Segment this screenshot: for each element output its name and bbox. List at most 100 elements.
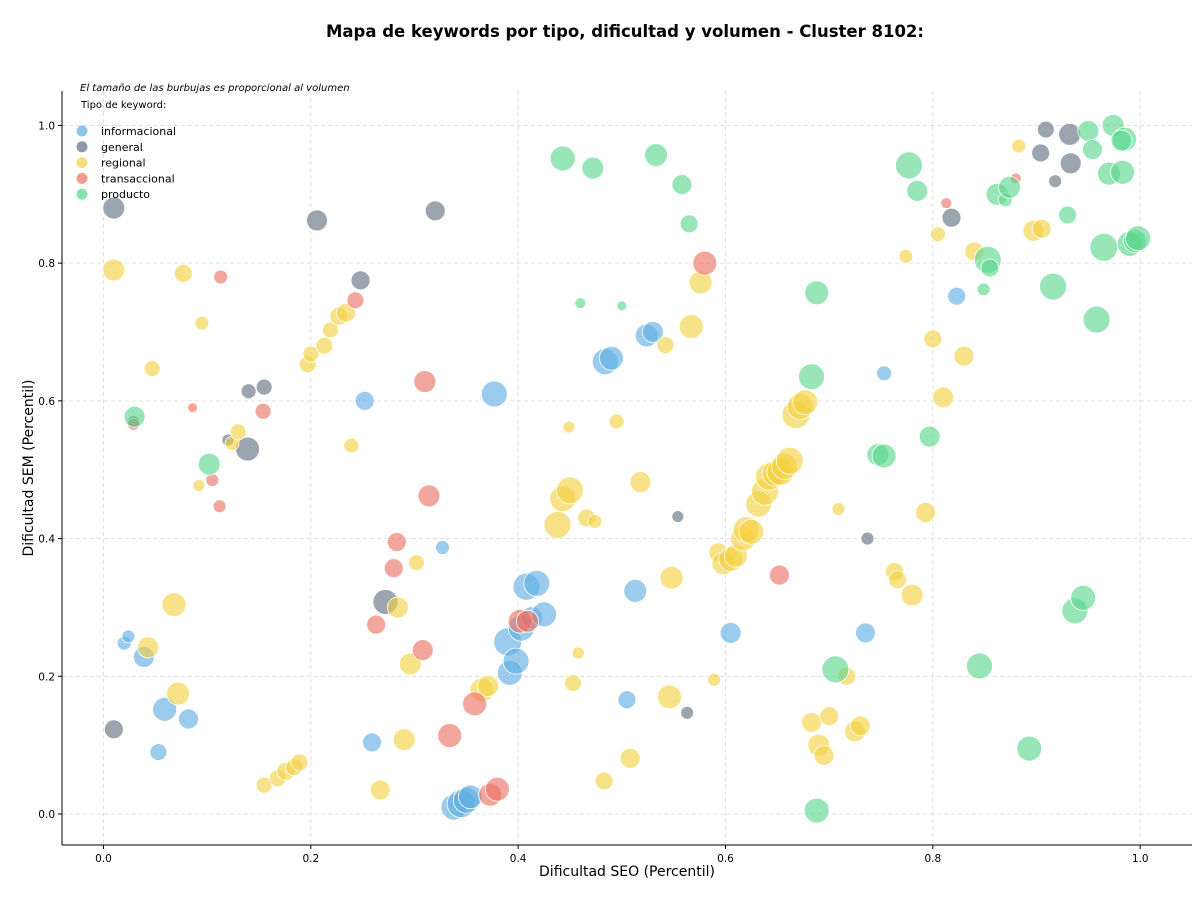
legend-marker-informacional: [76, 125, 88, 137]
x-tick-label: 1.0: [1132, 853, 1149, 865]
bubble-informacional: [947, 286, 967, 306]
legend-label-transaccional: transaccional: [101, 172, 175, 185]
bubble-regional: [556, 476, 584, 505]
bubble-regional: [336, 302, 356, 323]
bubble-regional: [813, 745, 835, 766]
x-tick-label: 0.8: [924, 853, 941, 865]
bubble-regional: [915, 502, 936, 523]
bubble-regional: [659, 565, 684, 590]
bubble-informacional: [178, 708, 199, 730]
bubble-producto: [123, 405, 146, 428]
bubble-informacional: [121, 629, 136, 644]
bubble-producto: [616, 300, 628, 312]
y-axis-label: Dificultad SEM (Percentil): [21, 380, 37, 557]
y-tick-label: 1.0: [38, 120, 55, 132]
bubble-regional: [900, 583, 924, 607]
bubble-regional: [608, 413, 625, 430]
bubble-informacional: [152, 696, 178, 722]
bubble-general: [680, 705, 695, 720]
bubble-producto: [895, 151, 923, 180]
x-tick-label: 0.0: [95, 853, 112, 865]
bubble-informacional: [480, 380, 508, 408]
bubble-regional: [194, 315, 210, 331]
legend-label-informacional: informacional: [101, 125, 176, 138]
bubble-producto: [821, 655, 850, 684]
x-axis-label: Dificultad SEO (Percentil): [539, 864, 715, 880]
bubble-regional: [322, 321, 339, 339]
bubble-informacional: [642, 321, 664, 343]
bubble-regional: [137, 636, 159, 659]
bubble-regional: [898, 248, 914, 264]
bubble-transaccional: [212, 499, 227, 514]
legend-label-producto: producto: [101, 188, 150, 201]
bubble-producto: [1110, 159, 1135, 185]
bubble-regional: [192, 479, 206, 492]
bubble-producto: [1089, 232, 1119, 262]
bubble-producto: [679, 214, 699, 234]
bubble-regional: [775, 446, 804, 475]
chart-annotation: El tamaño de las burbujas es proporciona…: [80, 83, 350, 94]
bubble-regional: [587, 513, 603, 529]
bubble-regional: [792, 389, 819, 416]
bubble-regional: [166, 681, 191, 706]
x-tick-label: 0.6: [717, 853, 734, 865]
bubble-regional: [143, 360, 161, 377]
bubble-producto: [980, 258, 1000, 278]
bubble-transaccional: [346, 291, 365, 310]
bubble-regional: [386, 596, 409, 619]
bubble-producto: [998, 176, 1021, 199]
bubble-regional: [953, 345, 975, 367]
axes: [61, 91, 1192, 846]
bubble-producto: [644, 143, 668, 167]
x-tick-label: 0.2: [302, 853, 319, 865]
bubble-transaccional: [213, 269, 229, 285]
bubble-informacional: [599, 345, 624, 371]
bubble-regional: [831, 502, 846, 516]
bubble-general: [103, 719, 124, 740]
bubble-regional: [161, 592, 187, 618]
bubble-regional: [930, 226, 946, 243]
bubble-producto: [1039, 272, 1067, 301]
bubble-regional: [392, 728, 416, 752]
bubble-transaccional: [366, 614, 387, 635]
bubble-transaccional: [383, 558, 404, 579]
bubble-regional: [594, 771, 614, 791]
bubble-informacional: [855, 622, 876, 644]
bubble-producto: [798, 363, 825, 391]
bubble-transaccional: [413, 370, 437, 393]
bubble-regional: [564, 674, 582, 693]
bubble-producto: [871, 443, 897, 469]
ticks: 0.0 0.2 0.4 0.6 0.8 1.0 0.0 0.2 0.4 0.6 0.8 1.0: [38, 120, 1148, 865]
bubble-regional: [229, 423, 247, 441]
bubble-producto: [574, 297, 587, 309]
bubble-regional: [932, 386, 955, 409]
bubble-general: [1036, 120, 1055, 139]
bubble-regional: [543, 510, 572, 539]
bubble-transaccional: [768, 564, 790, 586]
series-informacional: [116, 286, 967, 821]
legend-label-regional: regional: [101, 157, 146, 170]
bubble-regional: [619, 747, 641, 769]
y-tick-label: 0.2: [38, 671, 55, 683]
legend-marker-transaccional: [76, 172, 88, 184]
bubble-producto: [803, 797, 830, 824]
bubble-producto: [1125, 225, 1151, 252]
bubble-regional: [562, 420, 576, 434]
bubble-regional: [888, 570, 907, 590]
bubble-regional: [571, 646, 585, 660]
bubble-general: [424, 200, 446, 222]
y-tick-label: 0.0: [38, 809, 55, 821]
y-tick-label: 0.6: [38, 396, 55, 408]
bubble-transaccional: [386, 532, 407, 552]
bubble-informacional: [362, 732, 382, 753]
bubble-regional: [1011, 138, 1027, 154]
legend-title: Tipo de keyword:: [80, 100, 166, 111]
bubble-regional: [656, 336, 675, 354]
bubble-regional: [1031, 218, 1052, 239]
bubble-general: [671, 510, 685, 523]
data-points: [102, 114, 1151, 824]
bubble-producto: [671, 174, 693, 196]
bubble-regional: [923, 329, 943, 349]
bubble-informacional: [354, 390, 375, 411]
